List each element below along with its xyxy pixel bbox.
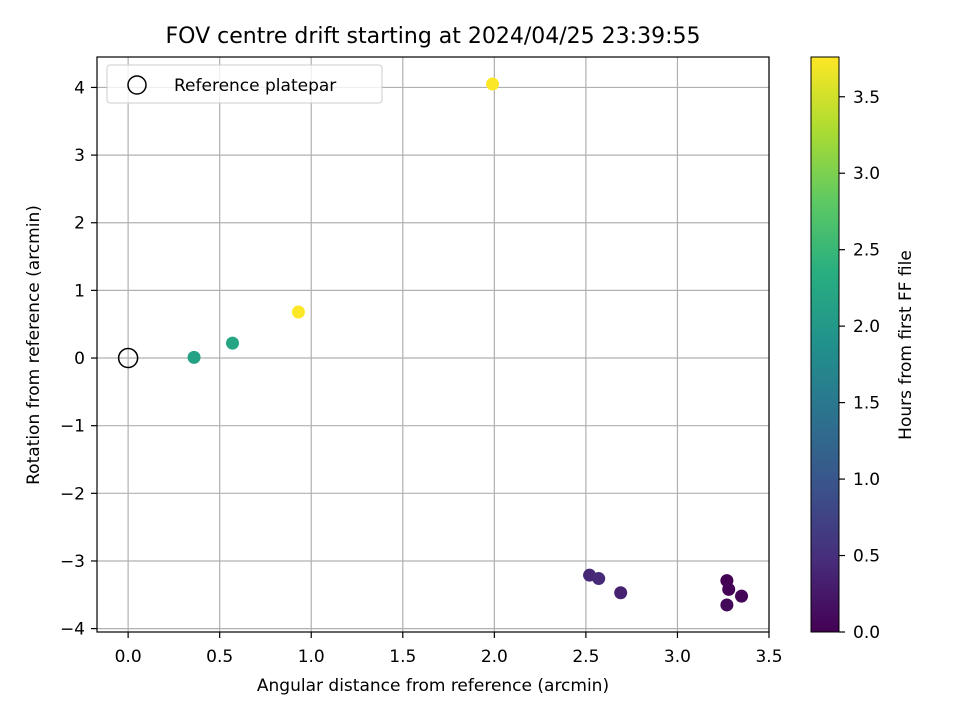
y-tick-label: 2 (74, 214, 85, 234)
y-tick-label: 0 (74, 349, 85, 369)
y-tick-label: −1 (60, 417, 85, 437)
x-tick-label: 0.0 (115, 647, 142, 667)
legend-box (106, 64, 383, 104)
chart-title: FOV centre drift starting at 2024/04/25 … (166, 24, 701, 49)
colorbar-tick-label: 3.0 (853, 164, 880, 184)
colorbar-tick-label: 0.0 (853, 623, 880, 643)
y-tick-label: −2 (60, 484, 85, 504)
y-tick-label: 1 (74, 281, 85, 301)
colorbar-tick-label: 3.5 (853, 88, 880, 108)
x-tick-label: 2.0 (481, 647, 508, 667)
x-tick-label: 1.5 (389, 647, 416, 667)
colorbar-gradient (810, 56, 840, 633)
colorbar: 0.0 0.5 1.0 1.5 2.0 2.5 3.0 3.5 Hours from firs… (810, 56, 916, 643)
grid (97, 57, 770, 632)
legend-label: Reference platepar (174, 76, 336, 96)
x-tick-label: 2.5 (572, 647, 599, 667)
data-point (486, 77, 500, 91)
y-axis-label: Rotation from reference (arcmin) (24, 205, 44, 485)
x-tick-label: 1.0 (298, 647, 325, 667)
colorbar-tick-label: 0.5 (853, 547, 880, 567)
x-tick-label: 3.5 (755, 647, 782, 667)
colorbar-tick-label: 1.0 (853, 470, 880, 490)
y-tick-label: −4 (60, 620, 85, 640)
colorbar-tick-label: 1.5 (853, 394, 880, 414)
y-axis-ticks: −4 −3 −2 −1 0 1 2 3 4 (60, 78, 97, 640)
legend-marker (127, 75, 147, 95)
data-point (225, 336, 239, 350)
plot-frame (96, 56, 770, 633)
x-tick-label: 3.0 (664, 647, 691, 667)
data-point (592, 572, 606, 586)
y-tick-label: −3 (60, 552, 85, 572)
colorbar-ticks: 0.0 0.5 1.0 1.5 2.0 2.5 3.0 3.5 (839, 88, 880, 643)
y-tick-label: 3 (74, 146, 85, 166)
scatter-points (117, 77, 749, 612)
y-tick-label: 4 (74, 78, 85, 98)
data-point (614, 586, 628, 600)
data-point (722, 582, 736, 596)
data-point (291, 305, 305, 319)
data-point (735, 589, 749, 603)
x-axis-ticks: 0.0 0.5 1.0 1.5 2.0 2.5 3.0 3.5 (115, 632, 783, 667)
legend: Reference platepar (106, 64, 383, 104)
reference-platepar-marker (117, 347, 139, 369)
colorbar-label: Hours from first FF file (896, 250, 916, 440)
colorbar-tick-label: 2.5 (853, 241, 880, 261)
x-axis-label: Angular distance from reference (arcmin) (257, 676, 609, 696)
x-tick-label: 0.5 (206, 647, 233, 667)
data-point (720, 598, 734, 612)
data-point (187, 350, 201, 364)
colorbar-tick-label: 2.0 (853, 317, 880, 337)
